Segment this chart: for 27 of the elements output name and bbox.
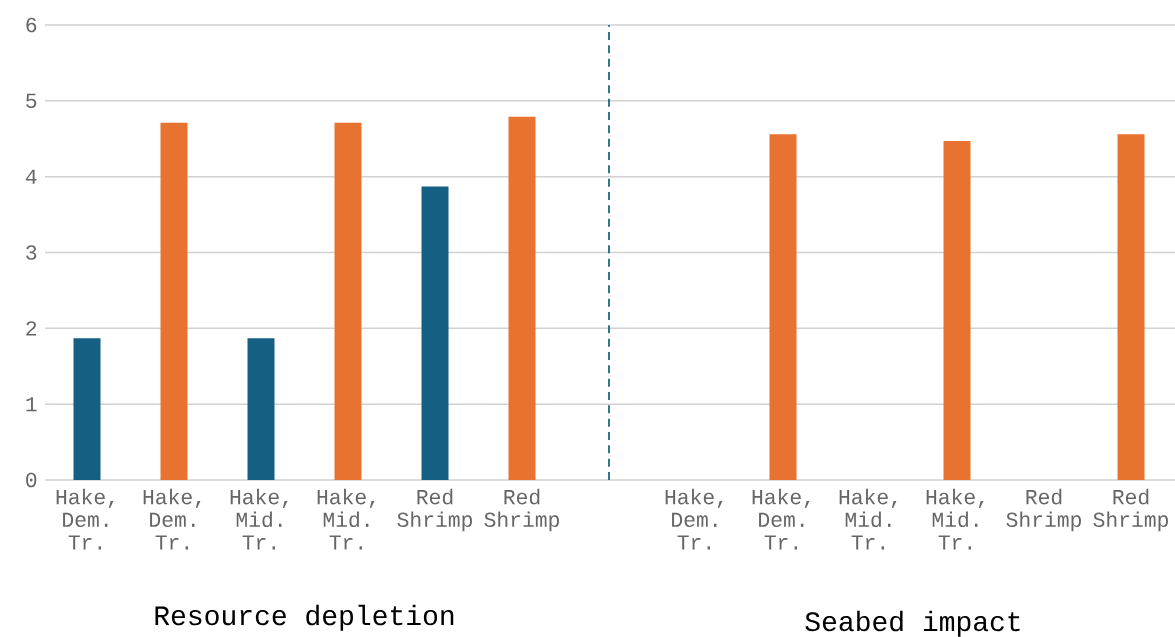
bar [508, 116, 536, 480]
y-tick-label: 2 [26, 321, 37, 336]
y-tick-label: 6 [26, 17, 37, 33]
x-tick-label: Hake, Dem. Tr. [143, 488, 201, 550]
y-tick-label: 4 [25, 169, 37, 184]
bar [421, 186, 449, 480]
bar [160, 122, 188, 480]
x-tick-label: Hake, Mid. Tr. [926, 488, 984, 550]
bar [73, 338, 101, 480]
y-tick-label: 0 [26, 472, 37, 488]
y-tick-label: 5 [26, 93, 37, 108]
bar [334, 122, 362, 480]
y-tick-label: 3 [26, 245, 37, 260]
x-tick-label: Red Shrimp [1006, 488, 1081, 532]
x-tick-label: Hake, Dem. Tr. [752, 488, 810, 550]
x-tick-label: Hake, Mid. Tr. [839, 488, 897, 550]
x-tick-label: Red Shrimp [484, 488, 559, 532]
x-tick-label: Hake, Dem. Tr. [665, 488, 723, 550]
text: Seabed impact [805, 610, 1020, 637]
x-tick-label: Red Shrimp [1093, 488, 1168, 532]
text: Resource depletion [155, 604, 454, 631]
x-tick-label: Red Shrimp [397, 488, 472, 532]
y-tick-label: 1 [26, 397, 37, 412]
x-tick-label: Hake, Mid. Tr. [230, 488, 288, 550]
x-tick-label: Hake, Mid. Tr. [317, 488, 375, 550]
x-tick-label: Hake, Dem. Tr. [56, 488, 114, 550]
bar [247, 338, 275, 480]
